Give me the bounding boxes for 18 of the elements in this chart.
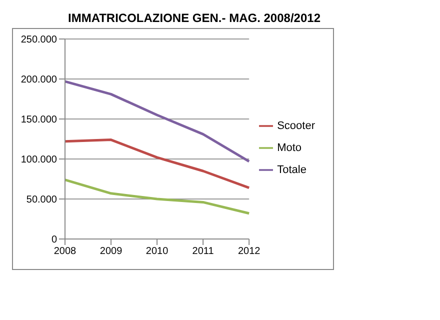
legend-label: Moto bbox=[277, 142, 302, 154]
x-tick-label: 2012 bbox=[238, 246, 261, 258]
x-tick-label: 2009 bbox=[100, 246, 123, 258]
x-tick-label: 2008 bbox=[54, 246, 77, 258]
y-tick-label: 50.000 bbox=[26, 194, 58, 206]
line-series bbox=[64, 178, 250, 215]
line-series bbox=[64, 80, 250, 163]
x-tick-label: 2011 bbox=[192, 246, 214, 258]
legend-label: Totale bbox=[277, 164, 306, 176]
line-series bbox=[64, 138, 250, 190]
y-tick-label: 100.000 bbox=[20, 154, 58, 166]
chart-title: IMMATRICOLAZIONE GEN.- MAG. 2008/2012 bbox=[67, 10, 322, 27]
legend-label: Scooter bbox=[277, 120, 315, 132]
y-tick-label: 250.000 bbox=[20, 34, 58, 46]
y-tick-label: 0 bbox=[51, 234, 58, 246]
x-tick-label: 2010 bbox=[146, 246, 169, 258]
y-tick-label: 200.000 bbox=[20, 74, 58, 86]
y-tick-label: 150.000 bbox=[20, 114, 58, 126]
